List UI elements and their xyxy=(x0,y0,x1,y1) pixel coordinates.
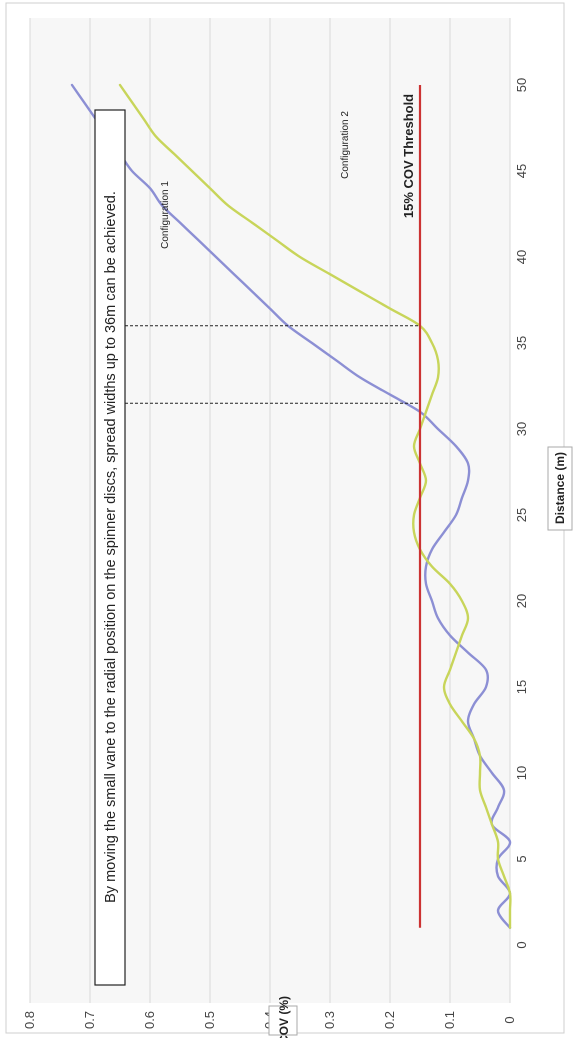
tick-labels: 00.10.20.30.40.50.60.70.8051015202530354… xyxy=(22,78,529,1029)
y-tick-label-6: 0.6 xyxy=(142,1011,157,1029)
x-tick-label-10: 50 xyxy=(514,78,529,92)
x-axis-title-box xyxy=(547,446,573,531)
series-line-configuration-1 xyxy=(70,83,512,929)
series-layer xyxy=(70,83,512,929)
x-tick-label-0: 0 xyxy=(514,941,529,948)
x-tick-label-5: 25 xyxy=(514,508,529,522)
callout-box xyxy=(94,109,126,986)
y-tick-label-1: 0.1 xyxy=(442,1011,457,1029)
x-tick-label-2: 10 xyxy=(514,766,529,780)
marker-layer xyxy=(125,325,420,404)
y-tick-label-2: 0.2 xyxy=(382,1011,397,1029)
configuration-2-label: Configuration 2 xyxy=(340,111,351,179)
configuration-1-label: Configuration 1 xyxy=(160,181,171,249)
x-axis-title: Distance (m) xyxy=(553,452,567,524)
x-tick-label-1: 5 xyxy=(514,855,529,862)
callout-text: By moving the small vane to the radial p… xyxy=(103,191,119,903)
y-tick-label-7: 0.7 xyxy=(82,1011,97,1029)
y-tick-label-5: 0.5 xyxy=(202,1011,217,1029)
y-axis-title: COV (%) xyxy=(277,996,291,1038)
y-tick-label-8: 0.8 xyxy=(22,1011,37,1029)
series-line-configuration-2 xyxy=(118,83,512,929)
gridlines xyxy=(29,18,511,1003)
x-tick-label-7: 35 xyxy=(514,336,529,350)
threshold-label: 15% COV Threshold xyxy=(401,94,416,218)
y-axis-title-box xyxy=(268,1005,298,1036)
x-tick-label-3: 15 xyxy=(514,680,529,694)
x-tick-label-6: 30 xyxy=(514,422,529,436)
x-tick-label-8: 40 xyxy=(514,250,529,264)
x-tick-label-9: 45 xyxy=(514,164,529,178)
y-tick-label-3: 0.3 xyxy=(322,1011,337,1029)
x-tick-label-4: 20 xyxy=(514,594,529,608)
y-tick-label-0: 0 xyxy=(502,1016,517,1023)
